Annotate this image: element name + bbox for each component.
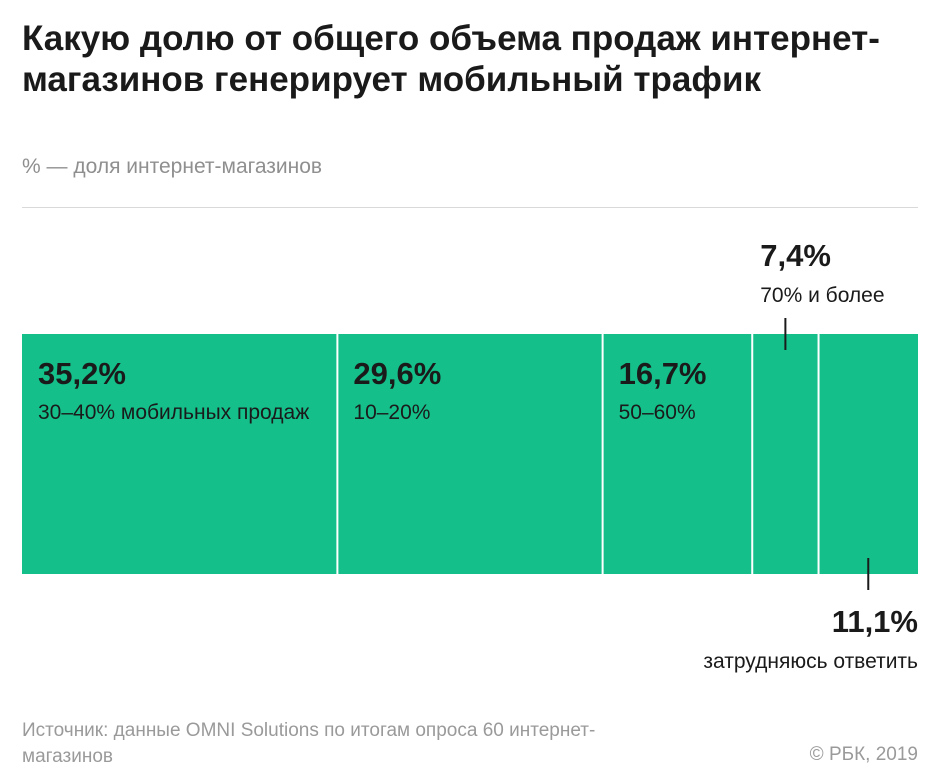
value-label-2: 29,6% [353,356,441,391]
chart-subtitle: % — доля интернет-магазинов [22,155,323,178]
category-label-1: 30–40% мобильных продаж [38,401,309,424]
bar-segment-3 [602,334,753,574]
copyright: © РБК, 2019 [809,744,918,765]
header-divider [22,207,918,208]
bar-segment-5 [818,334,918,574]
category-label-5: затрудняюсь ответить [703,650,918,673]
chart-title: Какую долю от общего объема продаж интер… [22,19,880,99]
category-label-3: 50–60% [619,401,696,424]
bar-segment-4 [752,334,819,574]
bar-segment-2 [337,334,603,574]
category-label-2: 10–20% [353,401,430,424]
value-label-3: 16,7% [619,356,707,391]
bar-segment-1 [22,334,338,574]
value-label-1: 35,2% [38,356,126,391]
source-note: Источник: данные OMNI Solutions по итога… [22,720,596,767]
value-label-4: 7,4% [760,238,831,273]
value-label-5: 11,1% [832,604,918,639]
category-label-4: 70% и более [760,284,884,307]
